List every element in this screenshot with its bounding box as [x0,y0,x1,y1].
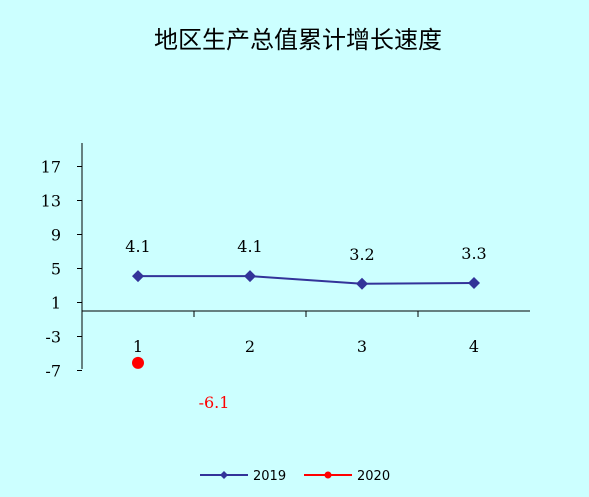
y-tick-label: 13 [41,192,61,211]
y-tick-label: -7 [45,362,61,381]
y-tick-label: 9 [51,226,61,245]
data-point [244,270,256,283]
y-tick-label: 5 [51,260,61,279]
series-line [138,275,475,285]
series-layer: 4.1 4.1 3.2 3.3 -6.1 [125,237,486,412]
x-tick-label: 3 [357,337,367,356]
legend-item-2020: 2020 [304,469,390,484]
x-tick-label: 4 [469,337,479,356]
x-axis-ticks: 1 2 3 4 [133,311,479,356]
data-label: 4.1 [237,237,262,256]
data-label: -6.1 [199,393,230,412]
y-tick-label: -3 [45,328,61,347]
x-tick-label: 2 [245,337,255,356]
legend-item-2019: 2019 [200,469,286,484]
x-tick-label: 1 [133,337,143,356]
y-tick-label: 1 [51,294,61,313]
chart-title: 地区生产总值累计增长速度 [154,26,442,54]
data-point [356,277,368,290]
data-label: 3.2 [349,245,374,264]
series-2020: -6.1 [132,356,230,412]
legend-label: 2020 [357,469,390,484]
legend-marker [324,471,332,479]
y-tick-label: 17 [41,158,61,177]
data-point [132,356,144,369]
data-point [468,276,480,289]
legend: 2019 2020 [200,469,390,484]
legend-marker [220,471,228,479]
series-2019: 4.1 4.1 3.2 3.3 [125,237,487,290]
data-label: 4.1 [125,237,150,256]
y-axis-ticks: 17 13 9 5 1 -3 -7 [41,158,82,381]
data-label: 3.3 [461,244,486,263]
legend-label: 2019 [253,469,286,484]
data-point [132,270,144,283]
